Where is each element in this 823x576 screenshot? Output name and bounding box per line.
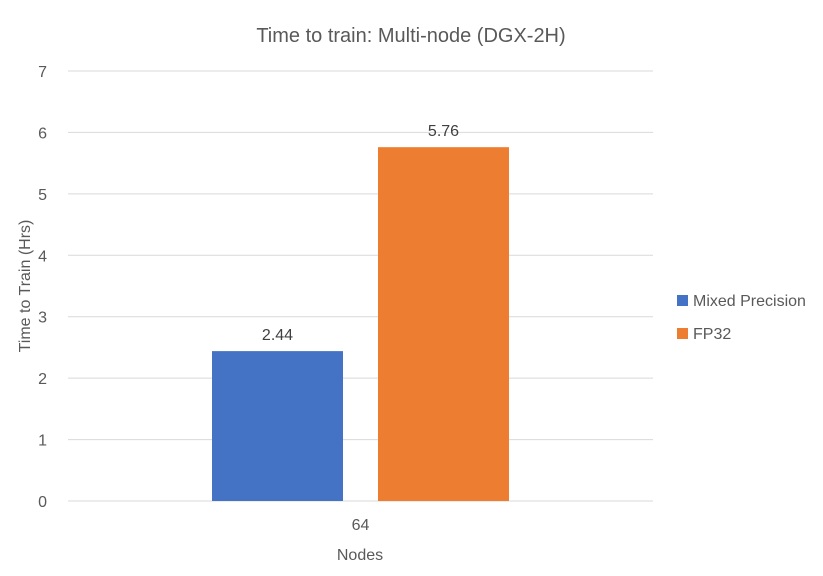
legend-label: Mixed Precision — [693, 293, 806, 310]
y-tick-label: 0 — [38, 494, 47, 511]
y-tick-label: 3 — [38, 310, 47, 327]
x-axis-ticks: 64 — [352, 517, 370, 534]
bar-mixed-precision — [212, 351, 343, 501]
y-tick-label: 5 — [38, 187, 47, 204]
legend: Mixed Precision FP32 — [677, 293, 806, 343]
bars — [212, 147, 509, 501]
x-axis-title: Nodes — [337, 547, 383, 564]
chart-title: Time to train: Multi-node (DGX-2H) — [256, 25, 565, 47]
y-tick-label: 7 — [38, 64, 47, 81]
legend-swatch — [677, 328, 688, 339]
data-labels: 2.44 5.76 — [262, 123, 459, 344]
legend-label: FP32 — [693, 326, 731, 343]
y-tick-label: 1 — [38, 433, 47, 450]
gridlines — [68, 70, 653, 502]
y-tick-label: 6 — [38, 125, 47, 142]
y-axis-ticks: 0 1 2 3 4 5 6 7 — [38, 64, 47, 511]
legend-swatch — [677, 295, 688, 306]
data-label: 5.76 — [428, 123, 459, 140]
y-axis-title: Time to Train (Hrs) — [17, 220, 34, 353]
x-tick-label: 64 — [352, 517, 370, 534]
bar-fp32 — [378, 147, 509, 501]
y-tick-label: 4 — [38, 248, 47, 265]
y-tick-label: 2 — [38, 371, 47, 388]
data-label: 2.44 — [262, 327, 293, 344]
